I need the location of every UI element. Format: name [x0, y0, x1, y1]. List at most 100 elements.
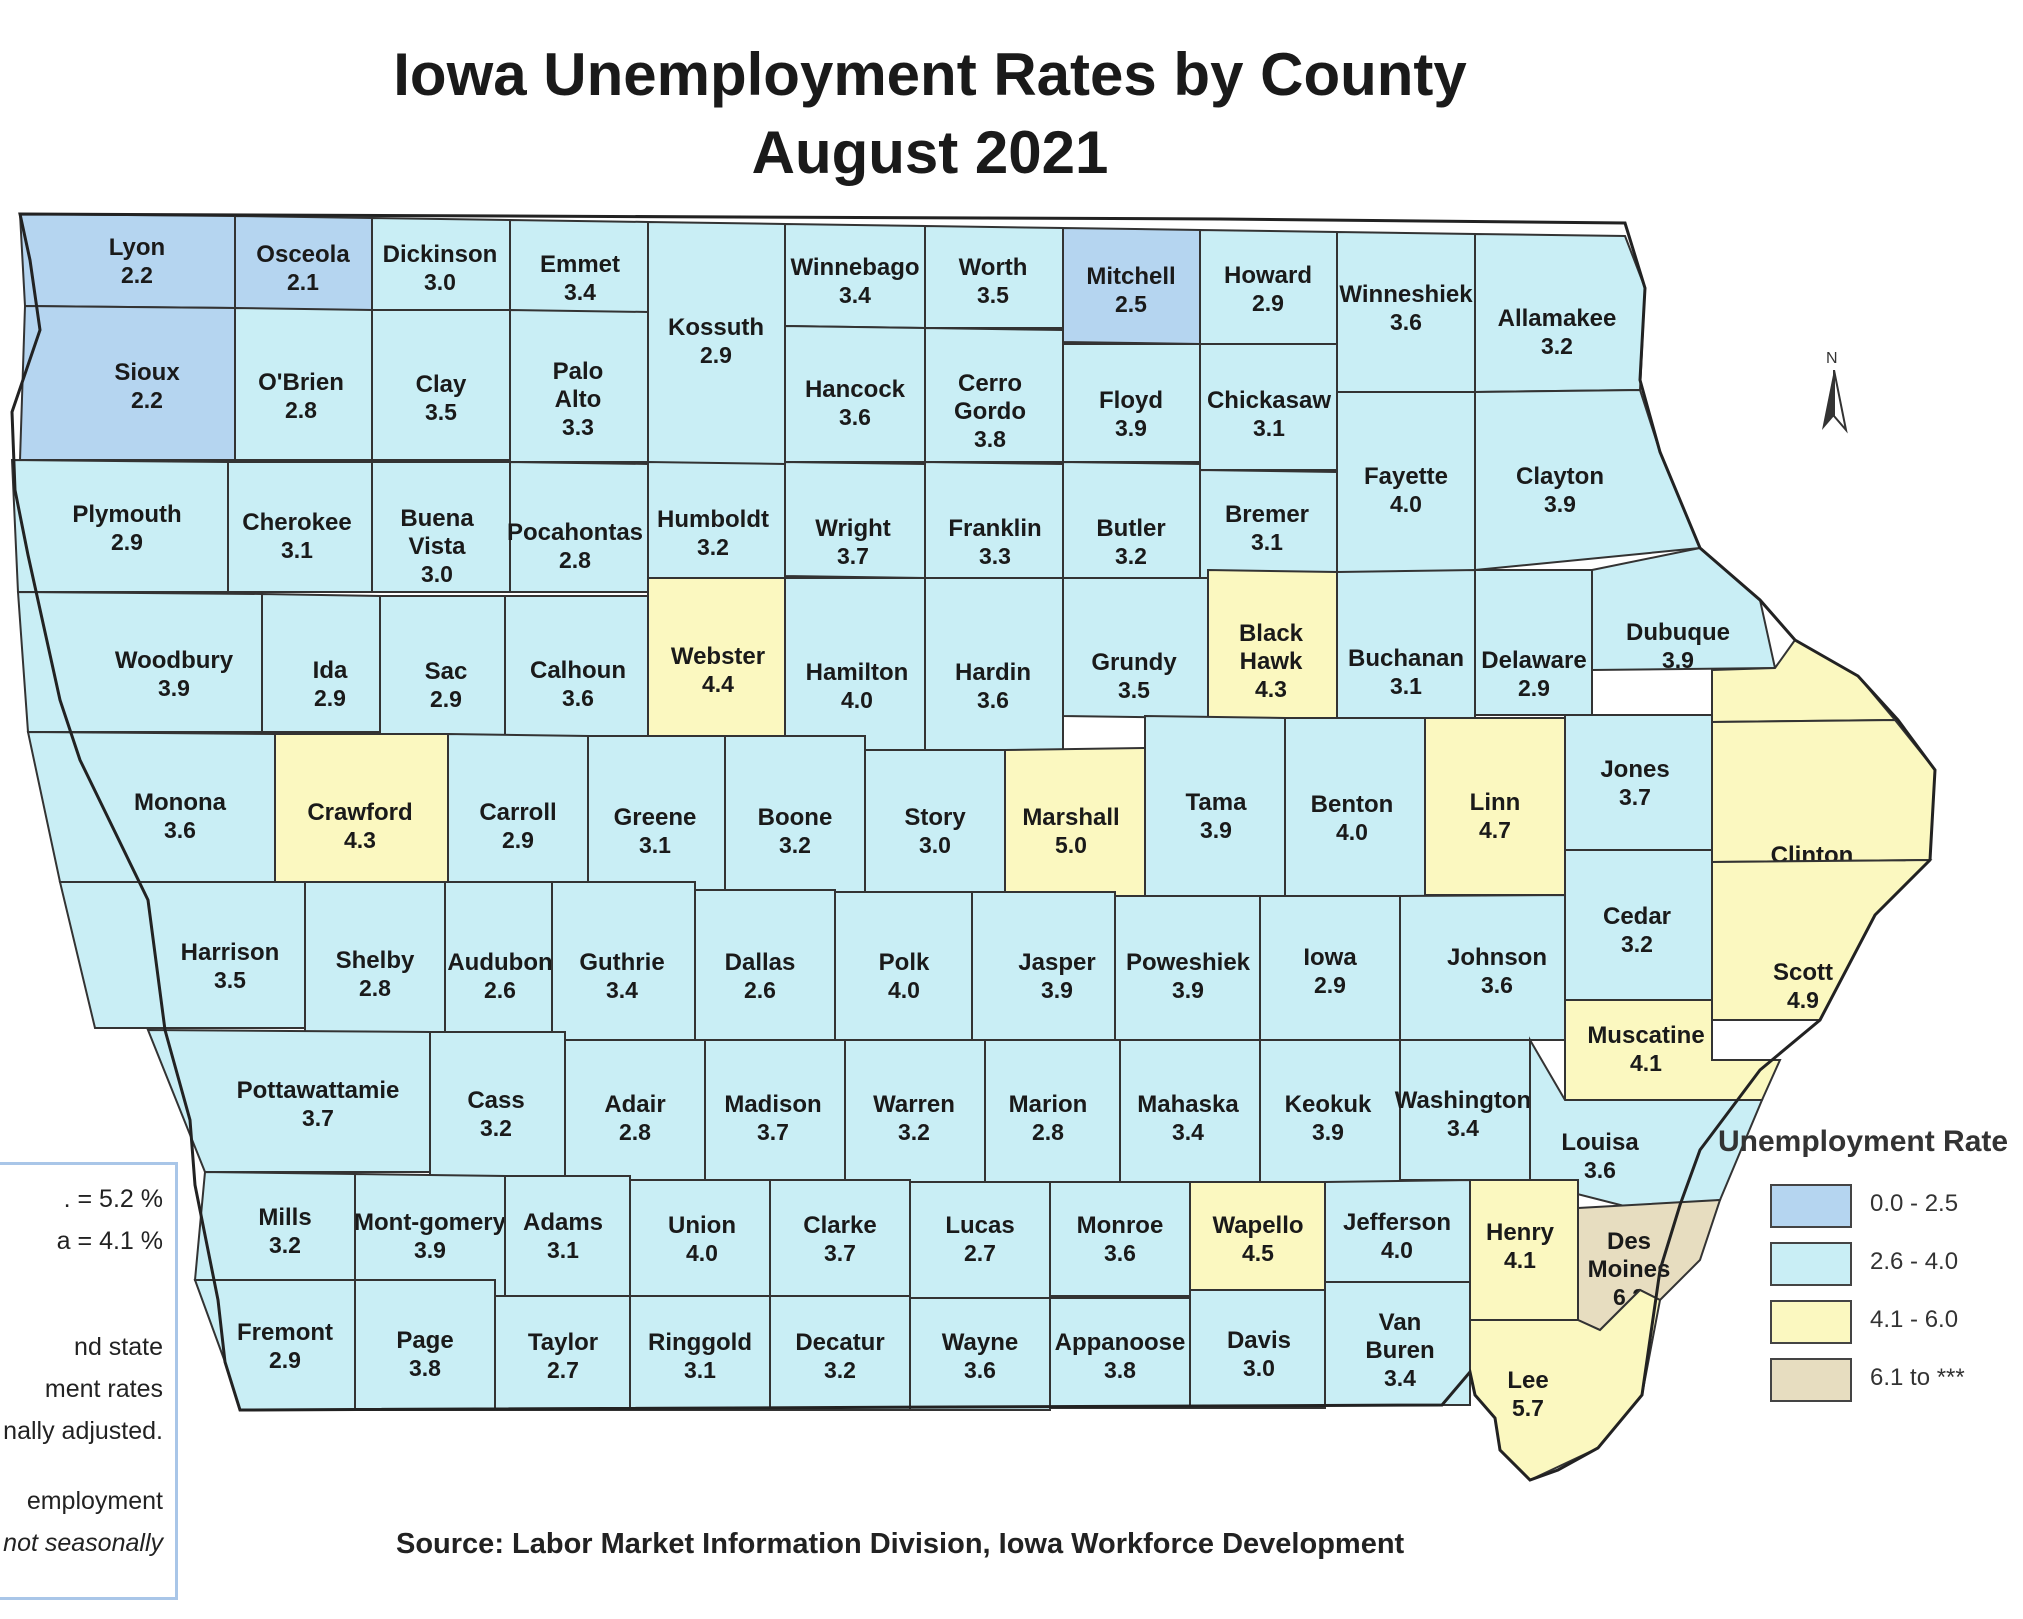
county-layer: Lyon2.2Osceola2.1Dickinson3.0Emmet3.4Kos… [10, 212, 1937, 1482]
county-name-lucas: Lucas [945, 1212, 1014, 1239]
county-rate-appanoose: 3.8 [1104, 1357, 1136, 1383]
county-rate-van-buren: 3.4 [1384, 1365, 1416, 1391]
county-name-taylor: Taylor [528, 1329, 598, 1356]
county-name-osceola: Osceola [256, 241, 350, 268]
county-rate-palo-alto: 3.3 [562, 414, 594, 440]
county-name-winneshiek: Winneshiek [1339, 281, 1473, 308]
county-rate-jefferson: 4.0 [1381, 1237, 1413, 1263]
county-name-palo-alto: Palo Alto [553, 358, 604, 413]
county-rate-polk: 4.0 [888, 977, 920, 1003]
county-name-hamilton: Hamilton [806, 659, 909, 686]
county-rate-franklin: 3.3 [979, 543, 1011, 569]
county-rate-grundy: 3.5 [1118, 677, 1150, 703]
county-rate-floyd: 3.9 [1115, 415, 1147, 441]
county-rate-howard: 2.9 [1252, 290, 1284, 316]
county-name-johnson: Johnson [1447, 944, 1547, 971]
note-line-6: employment [26, 1487, 163, 1515]
county-rate-mont-gomery: 3.9 [414, 1237, 446, 1263]
county-rate-emmet: 3.4 [564, 279, 596, 305]
county-clarke [769, 1179, 911, 1299]
county-davis [1189, 1289, 1326, 1409]
county-name-carroll: Carroll [479, 799, 556, 826]
county-name-grundy: Grundy [1091, 649, 1177, 676]
county-name-humboldt: Humboldt [657, 506, 769, 533]
county-rate-wright: 3.7 [837, 543, 869, 569]
county-name-washington: Washington [1395, 1087, 1531, 1114]
county-rate-winneshiek: 3.6 [1390, 309, 1422, 335]
county-name-mahaska: Mahaska [1137, 1091, 1239, 1118]
county-rate-dallas: 2.6 [744, 977, 776, 1003]
county-rate-poweshiek: 3.9 [1172, 977, 1204, 1003]
county-name-harrison: Harrison [181, 939, 280, 966]
county-rate-humboldt: 3.2 [697, 534, 729, 560]
county-name-o-brien: O'Brien [258, 369, 344, 396]
county-name-worth: Worth [959, 254, 1028, 281]
county-rate-allamakee: 3.2 [1541, 333, 1573, 359]
note-line-2: a = 4.1 % [56, 1227, 163, 1255]
county-name-decatur: Decatur [795, 1329, 884, 1356]
county-rate-davis: 3.0 [1243, 1355, 1275, 1381]
county-name-wayne: Wayne [942, 1329, 1018, 1356]
county-name-mills: Mills [258, 1204, 311, 1231]
county-name-ringgold: Ringgold [648, 1329, 752, 1356]
county-name-greene: Greene [614, 804, 697, 831]
county-rate-lyon: 2.2 [121, 262, 153, 288]
county-name-buchanan: Buchanan [1348, 645, 1464, 672]
county-name-appanoose: Appanoose [1055, 1329, 1186, 1356]
county-name-webster: Webster [671, 643, 765, 670]
county-rate-crawford: 4.3 [344, 827, 376, 853]
title-line-1: Iowa Unemployment Rates by County [393, 41, 1467, 108]
county-rate-pocahontas: 2.8 [559, 547, 591, 573]
county-name-clarke: Clarke [803, 1212, 876, 1239]
county-rate-o-brien: 2.8 [285, 397, 317, 423]
county-name-dallas: Dallas [725, 949, 796, 976]
county-name-scott: Scott [1773, 959, 1833, 986]
county-rate-boone: 3.2 [779, 832, 811, 858]
county-rate-hardin: 3.6 [977, 687, 1009, 713]
title-line-2: August 2021 [751, 119, 1109, 186]
county-name-cedar: Cedar [1603, 903, 1671, 930]
county-name-linn: Linn [1470, 789, 1521, 816]
county-name-winnebago: Winnebago [790, 254, 919, 281]
county-rate-story: 3.0 [919, 832, 951, 858]
county-rate-sac: 2.9 [430, 686, 462, 712]
county-name-madison: Madison [724, 1091, 821, 1118]
county-name-keokuk: Keokuk [1285, 1091, 1372, 1118]
county-name-bremer: Bremer [1225, 501, 1309, 528]
county-name-franklin: Franklin [948, 515, 1041, 542]
county-rate-dickinson: 3.0 [424, 269, 456, 295]
county-rate-benton: 4.0 [1336, 819, 1368, 845]
county-rate-linn: 4.7 [1479, 817, 1511, 843]
county-rate-delaware: 2.9 [1518, 675, 1550, 701]
county-name-wapello: Wapello [1212, 1212, 1303, 1239]
county-rate-wapello: 4.5 [1242, 1240, 1274, 1266]
county-rate-adair: 2.8 [619, 1119, 651, 1145]
county-rate-greene: 3.1 [639, 832, 671, 858]
county-name-iowa: Iowa [1303, 944, 1357, 971]
county-name-delaware: Delaware [1481, 647, 1586, 674]
county-rate-marshall: 5.0 [1055, 832, 1087, 858]
county-rate-chickasaw: 3.1 [1253, 415, 1285, 441]
county-rate-iowa: 2.9 [1314, 972, 1346, 998]
county-name-union: Union [668, 1212, 736, 1239]
note-line-7: not seasonally [3, 1529, 163, 1557]
county-name-allamakee: Allamakee [1498, 305, 1617, 332]
county-rate-plymouth: 2.9 [111, 529, 143, 555]
county-rate-hancock: 3.6 [839, 404, 871, 430]
county-rate-mills: 3.2 [269, 1232, 301, 1258]
county-rate-cass: 3.2 [480, 1115, 512, 1141]
county-name-page: Page [396, 1327, 453, 1354]
county-rate-ringgold: 3.1 [684, 1357, 716, 1383]
county-name-wright: Wright [815, 515, 891, 542]
county-name-shelby: Shelby [336, 947, 415, 974]
county-rate-butler: 3.2 [1115, 543, 1147, 569]
legend-label-low: 0.0 - 2.5 [1870, 1190, 1959, 1217]
county-rate-buena-vista: 3.0 [421, 561, 453, 587]
county-rate-fremont: 2.9 [269, 1347, 301, 1373]
county-rate-hamilton: 4.0 [841, 687, 873, 713]
county-rate-cherokee: 3.1 [281, 537, 313, 563]
county-name-dubuque: Dubuque [1626, 619, 1730, 646]
county-name-audubon: Audubon [447, 949, 552, 976]
county-rate-osceola: 2.1 [287, 269, 319, 295]
